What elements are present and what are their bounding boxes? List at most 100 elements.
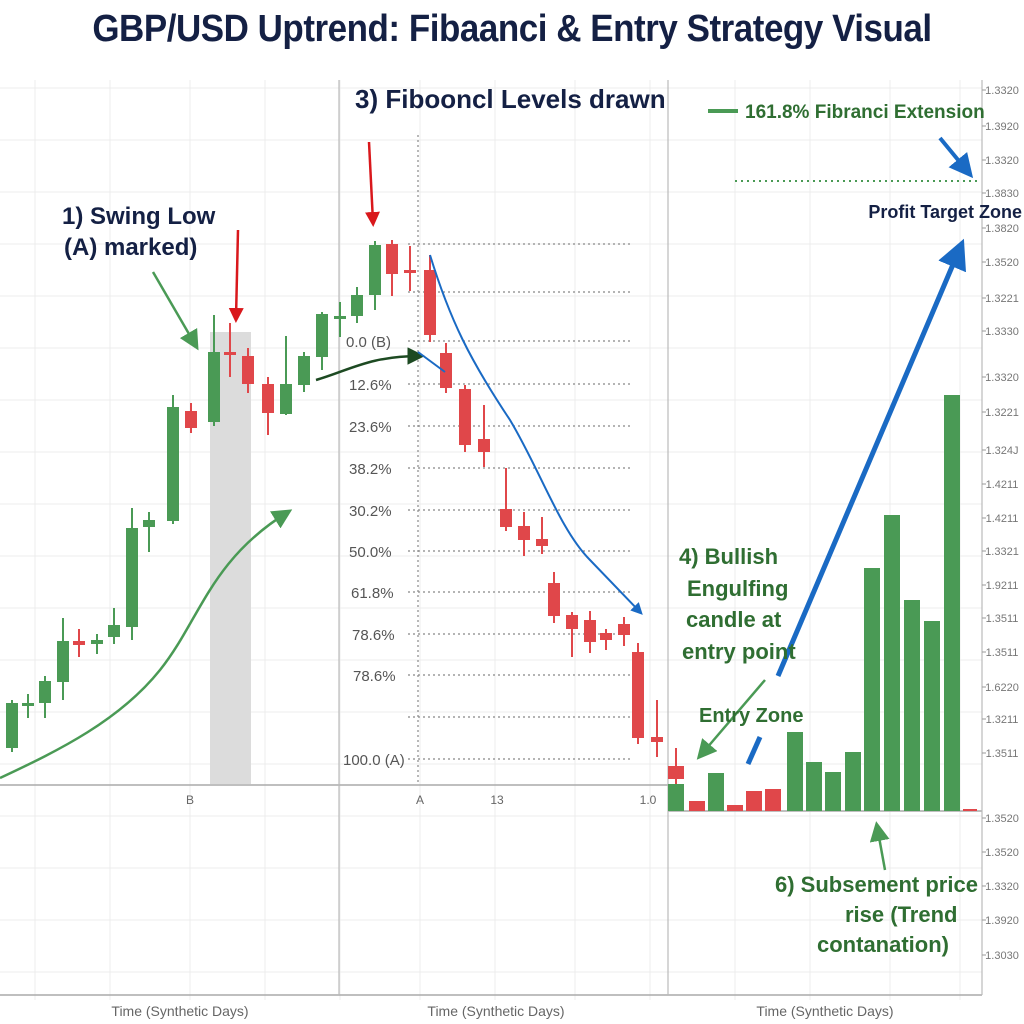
candle-body <box>185 411 197 428</box>
continuation-bar <box>746 791 762 811</box>
blue-dash-segment <box>745 735 763 766</box>
y-axis-tick-label: 1.3320 <box>985 881 1019 893</box>
candle-body <box>57 641 69 682</box>
y-axis-tick-label: 1.3320 <box>985 372 1019 384</box>
x-axis-tick: 13 <box>490 793 504 807</box>
candle-body <box>143 520 155 527</box>
candle-body <box>262 384 274 413</box>
fib-level-lines <box>408 135 630 785</box>
candle-body <box>651 737 663 742</box>
continuation-bar <box>689 801 705 811</box>
y-axis-tick-label: 1.3221 <box>985 293 1019 305</box>
extension-blue-arrow <box>938 136 974 179</box>
uptrend-curve-arrow <box>0 509 293 780</box>
candle-body <box>518 526 530 540</box>
x-axis-tick: B <box>186 793 194 807</box>
annotation-extension_legend: 161.8% Fibranci Extension <box>745 102 985 123</box>
fib-level-label: 12.6% <box>349 377 392 394</box>
swing-low-pointer-arrow <box>151 271 199 351</box>
continuation-bar <box>765 789 781 811</box>
candle-body <box>242 356 254 384</box>
profit-target-blue-arrow <box>775 238 966 677</box>
retracement-blue-segment <box>417 351 446 373</box>
candlesticks <box>6 240 663 757</box>
candle-body <box>6 703 18 748</box>
annotation-texts: 1.3320 1.3920 1.3320 1.3830 1.3820 1.3520 1.32… <box>62 84 1022 1019</box>
y-axis-tick-label: 1.3211 <box>986 714 1019 726</box>
candle-body <box>316 314 328 357</box>
candle-body <box>224 352 236 355</box>
y-axis-tick-label: 1.3511 <box>986 613 1019 625</box>
x-axis-tick: A <box>416 793 424 807</box>
candle-body <box>424 270 436 335</box>
y-axis-tick-label: 1.3520 <box>985 813 1019 825</box>
candle-body <box>208 352 220 422</box>
candle-body <box>298 356 310 385</box>
continuation-bar <box>924 621 940 811</box>
fib-level-label: 50.0% <box>349 544 392 561</box>
y-axis-tick-label: 1.3820 <box>985 223 1019 235</box>
continuation-bar <box>904 600 920 811</box>
candle-body <box>126 528 138 627</box>
peak-red-arrow <box>365 141 380 227</box>
candle-body <box>91 640 103 644</box>
annotation-subsequent_line2: rise (Trend <box>845 902 957 927</box>
y-axis-tick-label: 1.9211 <box>986 580 1019 592</box>
entry-zone-green-arrow <box>696 679 766 760</box>
x-axis-tick: 1.0 <box>640 793 657 807</box>
continuation-bar <box>727 805 743 811</box>
y-axis-tick-label: 1.3920 <box>985 121 1019 133</box>
continuation-green-arrow <box>869 821 890 871</box>
annotation-bullish_line1: 4) Bullish <box>679 544 778 569</box>
y-axis-tick-label: 1.3920 <box>985 915 1019 927</box>
candle-body <box>459 389 471 445</box>
annotation-arrows <box>0 109 977 871</box>
candle-body <box>478 439 490 452</box>
retracement-blue-arrow <box>429 254 643 615</box>
continuation-bar <box>825 772 841 811</box>
continuation-bar <box>963 809 977 811</box>
y-axis-tick-label: 1.3520 <box>985 257 1019 269</box>
continuation-bar <box>864 568 880 811</box>
y-axis-tick-label: 1.3030 <box>985 950 1019 962</box>
continuation-bar <box>708 773 724 811</box>
continuation-bars <box>668 395 977 811</box>
candle-body <box>500 509 512 527</box>
annotation-bullish_line3: candle at <box>686 607 782 632</box>
continuation-bar <box>845 752 861 811</box>
y-axis-tick-label: 1.3320 <box>985 85 1019 97</box>
y-axis-tick-label: 1.324J <box>985 445 1018 457</box>
candle-body <box>548 583 560 616</box>
candle-body <box>440 353 452 388</box>
fib-level-label: 100.0 (A) <box>343 752 405 769</box>
annotation-bullish_line4: entry point <box>682 639 796 664</box>
fib-level-label: 30.2% <box>349 503 392 520</box>
candle-body <box>632 652 644 738</box>
y-axis-tick-label: 1.4211 <box>986 513 1019 525</box>
candle-body <box>600 633 612 640</box>
fib-level-label: 78.6% <box>352 627 395 644</box>
candle-body <box>334 316 346 319</box>
annotation-profit_target: Profit Target Zone <box>868 202 1022 222</box>
fib-level-label: 38.2% <box>349 461 392 478</box>
y-axis-tick-label: 1.3511 <box>986 647 1019 659</box>
fib-level-label: 61.8% <box>351 585 394 602</box>
candle-body <box>618 624 630 635</box>
candle-body <box>566 615 578 629</box>
continuation-bar <box>787 732 803 811</box>
y-axis-tick-label: 1.3221 <box>985 407 1019 419</box>
x-axis-title: Time (Synthetic Days) <box>111 1003 248 1019</box>
candle-body <box>386 244 398 274</box>
candle-body <box>536 539 548 546</box>
fib-level-label: 0.0 (B) <box>346 334 391 351</box>
y-axis-tick-label: 1.3830 <box>985 188 1019 200</box>
y-axis-tick-label: 1.3520 <box>985 847 1019 859</box>
grid-lines <box>0 80 982 1000</box>
y-axis-tick-label: 1.4211 <box>986 479 1019 491</box>
annotation-subsequent_line3: contanation) <box>817 932 949 957</box>
to-fib-dark-arrow <box>315 347 425 382</box>
annotation-bullish_line2: Engulfing <box>687 576 788 601</box>
candle-body <box>39 681 51 703</box>
annotation-swing_low_line1: 1) Swing Low <box>62 203 216 230</box>
annotation-entry_zone: Entry Zone <box>699 705 803 727</box>
